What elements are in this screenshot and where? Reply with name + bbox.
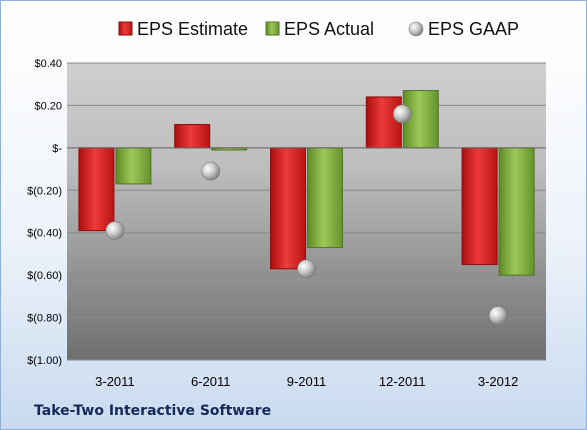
y-tick-label: $0.40 — [34, 58, 62, 70]
legend: EPS Estimate EPS Actual EPS GAAP — [118, 19, 519, 39]
company-name: Take-Two Interactive Software — [34, 403, 272, 419]
marker-eps-gaap — [105, 221, 125, 240]
marker-eps-gaap — [392, 104, 412, 124]
gaap-markers — [105, 104, 508, 325]
y-tick-label: $(0.80) — [27, 313, 62, 325]
legend-label: EPS GAAP — [428, 19, 519, 39]
bar-eps-estimate — [365, 96, 402, 149]
y-tick-label: $(0.40) — [27, 228, 62, 240]
legend-swatch-actual — [265, 21, 280, 36]
y-tick-label: $- — [52, 143, 62, 155]
bar-eps-estimate — [461, 147, 498, 266]
legend-label: EPS Estimate — [137, 19, 248, 39]
x-category-label: 3-2012 — [478, 374, 518, 389]
y-axis-ticks: $0.40 $0.20 $- $(0.20) $(0.40) $(0.60) $(0.80)… — [27, 58, 62, 367]
marker-eps-gaap — [297, 259, 316, 279]
y-tick-label: $(0.60) — [27, 270, 62, 282]
legend-label: EPS Actual — [284, 19, 374, 39]
legend-swatch-gaap — [408, 21, 424, 37]
x-category-label: 3-2011 — [95, 374, 135, 389]
bar-eps-estimate — [174, 124, 211, 149]
x-category-label: 9-2011 — [287, 374, 327, 389]
y-tick-label: $(0.20) — [27, 185, 62, 197]
bar-eps-actual — [307, 147, 343, 249]
marker-eps-gaap — [488, 306, 508, 325]
bar-eps-estimate — [270, 147, 306, 270]
x-axis-categories: 3-2011 6-2011 9-2011 12-2011 3-2012 — [95, 374, 518, 389]
bar-eps-actual — [498, 147, 535, 276]
x-category-label: 6-2011 — [191, 374, 231, 389]
legend-swatch-estimate — [118, 21, 133, 36]
y-tick-label: $0.20 — [34, 100, 62, 112]
x-category-label: 12-2011 — [379, 374, 426, 389]
marker-eps-gaap — [201, 161, 220, 181]
bar-eps-actual — [115, 147, 152, 185]
y-tick-label: $(1.00) — [27, 355, 62, 367]
bar-eps-estimate — [78, 147, 115, 232]
